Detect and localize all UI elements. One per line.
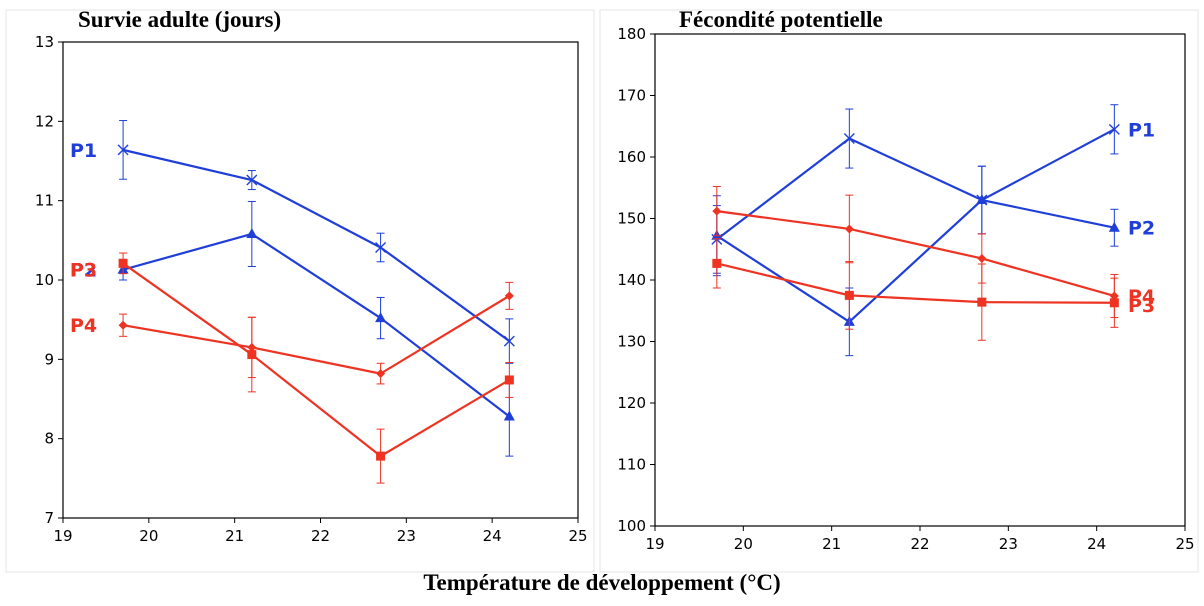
x-tick-label: 20 [734, 535, 753, 553]
y-tick-label: 12 [35, 112, 54, 130]
data-point [1108, 221, 1120, 232]
series-label: P4 [1128, 286, 1155, 308]
series-label: P3 [1128, 295, 1155, 317]
series-p4: P4 [70, 281, 514, 385]
data-point [504, 291, 514, 301]
y-tick-label: 130 [617, 333, 646, 351]
y-tick-label: 7 [44, 509, 54, 527]
y-tick-label: 9 [44, 350, 54, 368]
left-chart-title: Survie adulte (jours) [78, 7, 282, 32]
x-tick-label: 19 [645, 535, 664, 553]
left-chart-frame [5, 9, 595, 573]
series-p4: P4 [712, 186, 1155, 319]
data-point [977, 297, 987, 307]
series-label: P1 [70, 140, 97, 162]
data-point [503, 335, 515, 347]
y-tick-label: 10 [35, 271, 54, 289]
x-tick-label: 23 [397, 527, 416, 545]
data-point [976, 194, 988, 205]
x-tick-label: 25 [568, 527, 587, 545]
data-point [712, 258, 722, 268]
x-tick-label: 19 [53, 527, 72, 545]
data-point [247, 342, 257, 352]
plot-area-border [654, 33, 1186, 527]
y-tick-label: 110 [617, 456, 646, 474]
data-point [375, 241, 387, 253]
data-point [376, 451, 386, 461]
y-tick-label: 13 [35, 33, 54, 51]
y-tick-label: 140 [617, 271, 646, 289]
data-point [843, 133, 855, 145]
series-p1: P1 [70, 120, 515, 364]
series-label: P2 [70, 260, 97, 282]
y-tick-label: 160 [617, 148, 646, 166]
right-chart-frame [599, 9, 1199, 573]
series-line [716, 210, 1115, 298]
series-line [122, 148, 510, 342]
x-tick-label: 21 [822, 535, 841, 553]
data-point [246, 227, 258, 238]
data-point [712, 206, 722, 216]
data-point [118, 258, 128, 268]
data-point [246, 174, 258, 186]
data-point [376, 369, 386, 379]
y-tick-label: 150 [617, 210, 646, 228]
series-line [716, 128, 1115, 241]
series-line [122, 232, 511, 418]
x-tick-label: 22 [910, 535, 929, 553]
x-tick-label: 24 [1087, 535, 1106, 553]
y-tick-label: 120 [617, 394, 646, 412]
y-tick-label: 8 [44, 430, 54, 448]
y-tick-label: 180 [617, 25, 646, 43]
data-point [1108, 123, 1120, 135]
data-point [118, 320, 128, 330]
y-tick-label: 100 [617, 517, 646, 535]
x-tick-label: 21 [225, 527, 244, 545]
x-tick-label: 24 [483, 527, 502, 545]
data-point [977, 253, 987, 263]
x-tick-label: 25 [1175, 535, 1194, 553]
series-label: P1 [1128, 119, 1155, 141]
series-line [122, 262, 510, 458]
data-point [117, 144, 129, 156]
data-point [504, 375, 514, 385]
x-tick-label: 23 [999, 535, 1018, 553]
data-point [375, 312, 387, 323]
y-tick-label: 170 [617, 87, 646, 105]
series-line [122, 294, 510, 375]
series-line [716, 262, 1115, 304]
data-point [1109, 291, 1119, 301]
x-axis-label: Température de développement (°C) [423, 570, 781, 595]
series-label: P4 [70, 315, 97, 337]
data-point [503, 410, 515, 421]
series-p2: P2 [70, 200, 515, 457]
series-p2: P2 [711, 165, 1155, 357]
x-tick-label: 22 [311, 527, 330, 545]
data-point [844, 290, 854, 300]
series-label: P3 [70, 259, 97, 281]
data-point [844, 224, 854, 234]
x-tick-label: 20 [139, 527, 158, 545]
series-label: P2 [1128, 218, 1155, 240]
right-chart-title: Fécondité potentielle [679, 7, 883, 32]
y-tick-label: 11 [35, 192, 54, 210]
fecundity-plot: 100 110 120 130 140 150 160 170 180 19 20 21 22 23 24 2… [617, 25, 1194, 553]
